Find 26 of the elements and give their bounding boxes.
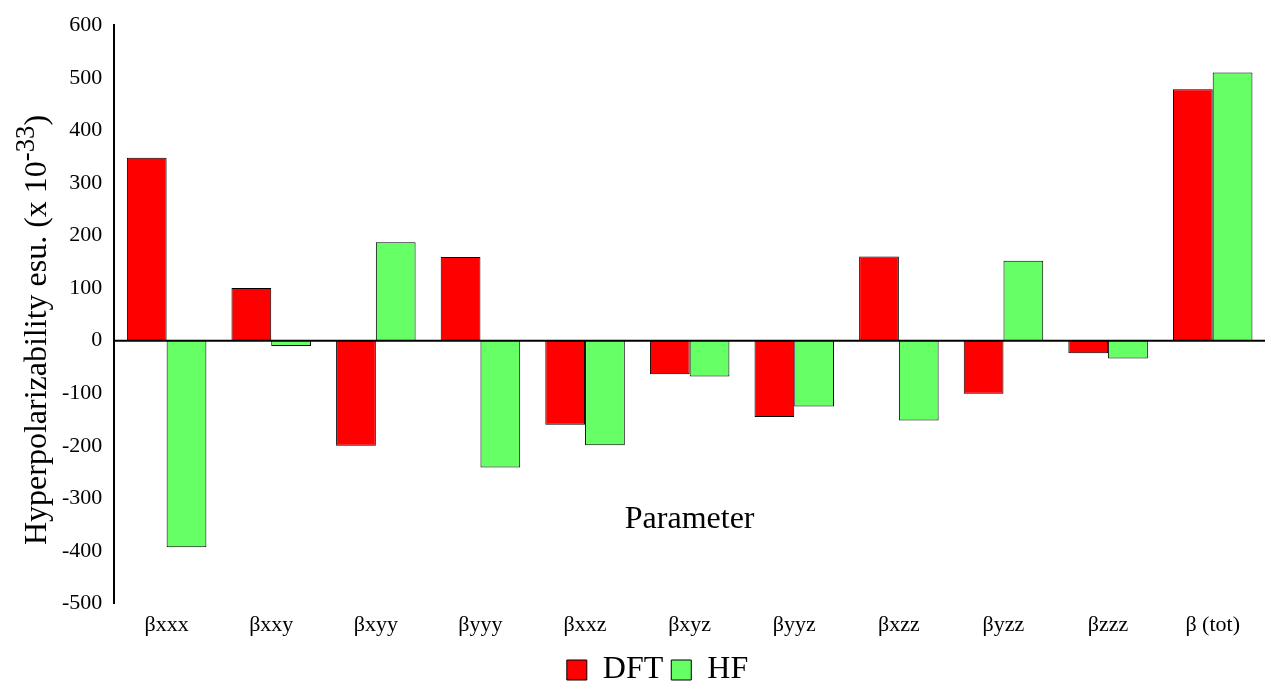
y-tick-label: 500 — [69, 63, 103, 89]
x-tick-label: βzzz — [1087, 610, 1129, 636]
x-tick-label: βxxz — [563, 610, 607, 636]
y-tick-label: 0 — [91, 326, 103, 352]
y-tick-label: -200 — [62, 431, 103, 457]
y-tick-label: -500 — [62, 589, 103, 615]
x-tick-label: βyyy — [458, 610, 503, 636]
x-tick-label: βyzz — [982, 610, 1025, 636]
x-axis-title: Parameter — [624, 498, 755, 535]
x-tick-label: β (tot) — [1185, 610, 1240, 636]
x-tick-label: βxyz — [668, 610, 712, 636]
y-tick-label: -300 — [62, 484, 103, 510]
x-tick-label: βyyz — [772, 610, 816, 636]
x-tick-label: βxxx — [144, 610, 189, 636]
y-tick-label: -400 — [62, 536, 103, 562]
y-tick-label: 400 — [69, 116, 103, 142]
y-tick-label: -100 — [62, 379, 103, 405]
y-tick-label: 200 — [69, 221, 103, 247]
legend-label: HF — [707, 649, 749, 686]
x-tick-label: βxxy — [249, 610, 294, 636]
y-tick-label: 100 — [69, 273, 103, 299]
y-tick-label: 600 — [69, 10, 103, 36]
x-tick-label: βxzz — [878, 610, 920, 636]
x-tick-label: βxyy — [353, 610, 398, 636]
legend-label: DFT — [602, 649, 664, 686]
y-tick-label: 300 — [69, 168, 103, 194]
